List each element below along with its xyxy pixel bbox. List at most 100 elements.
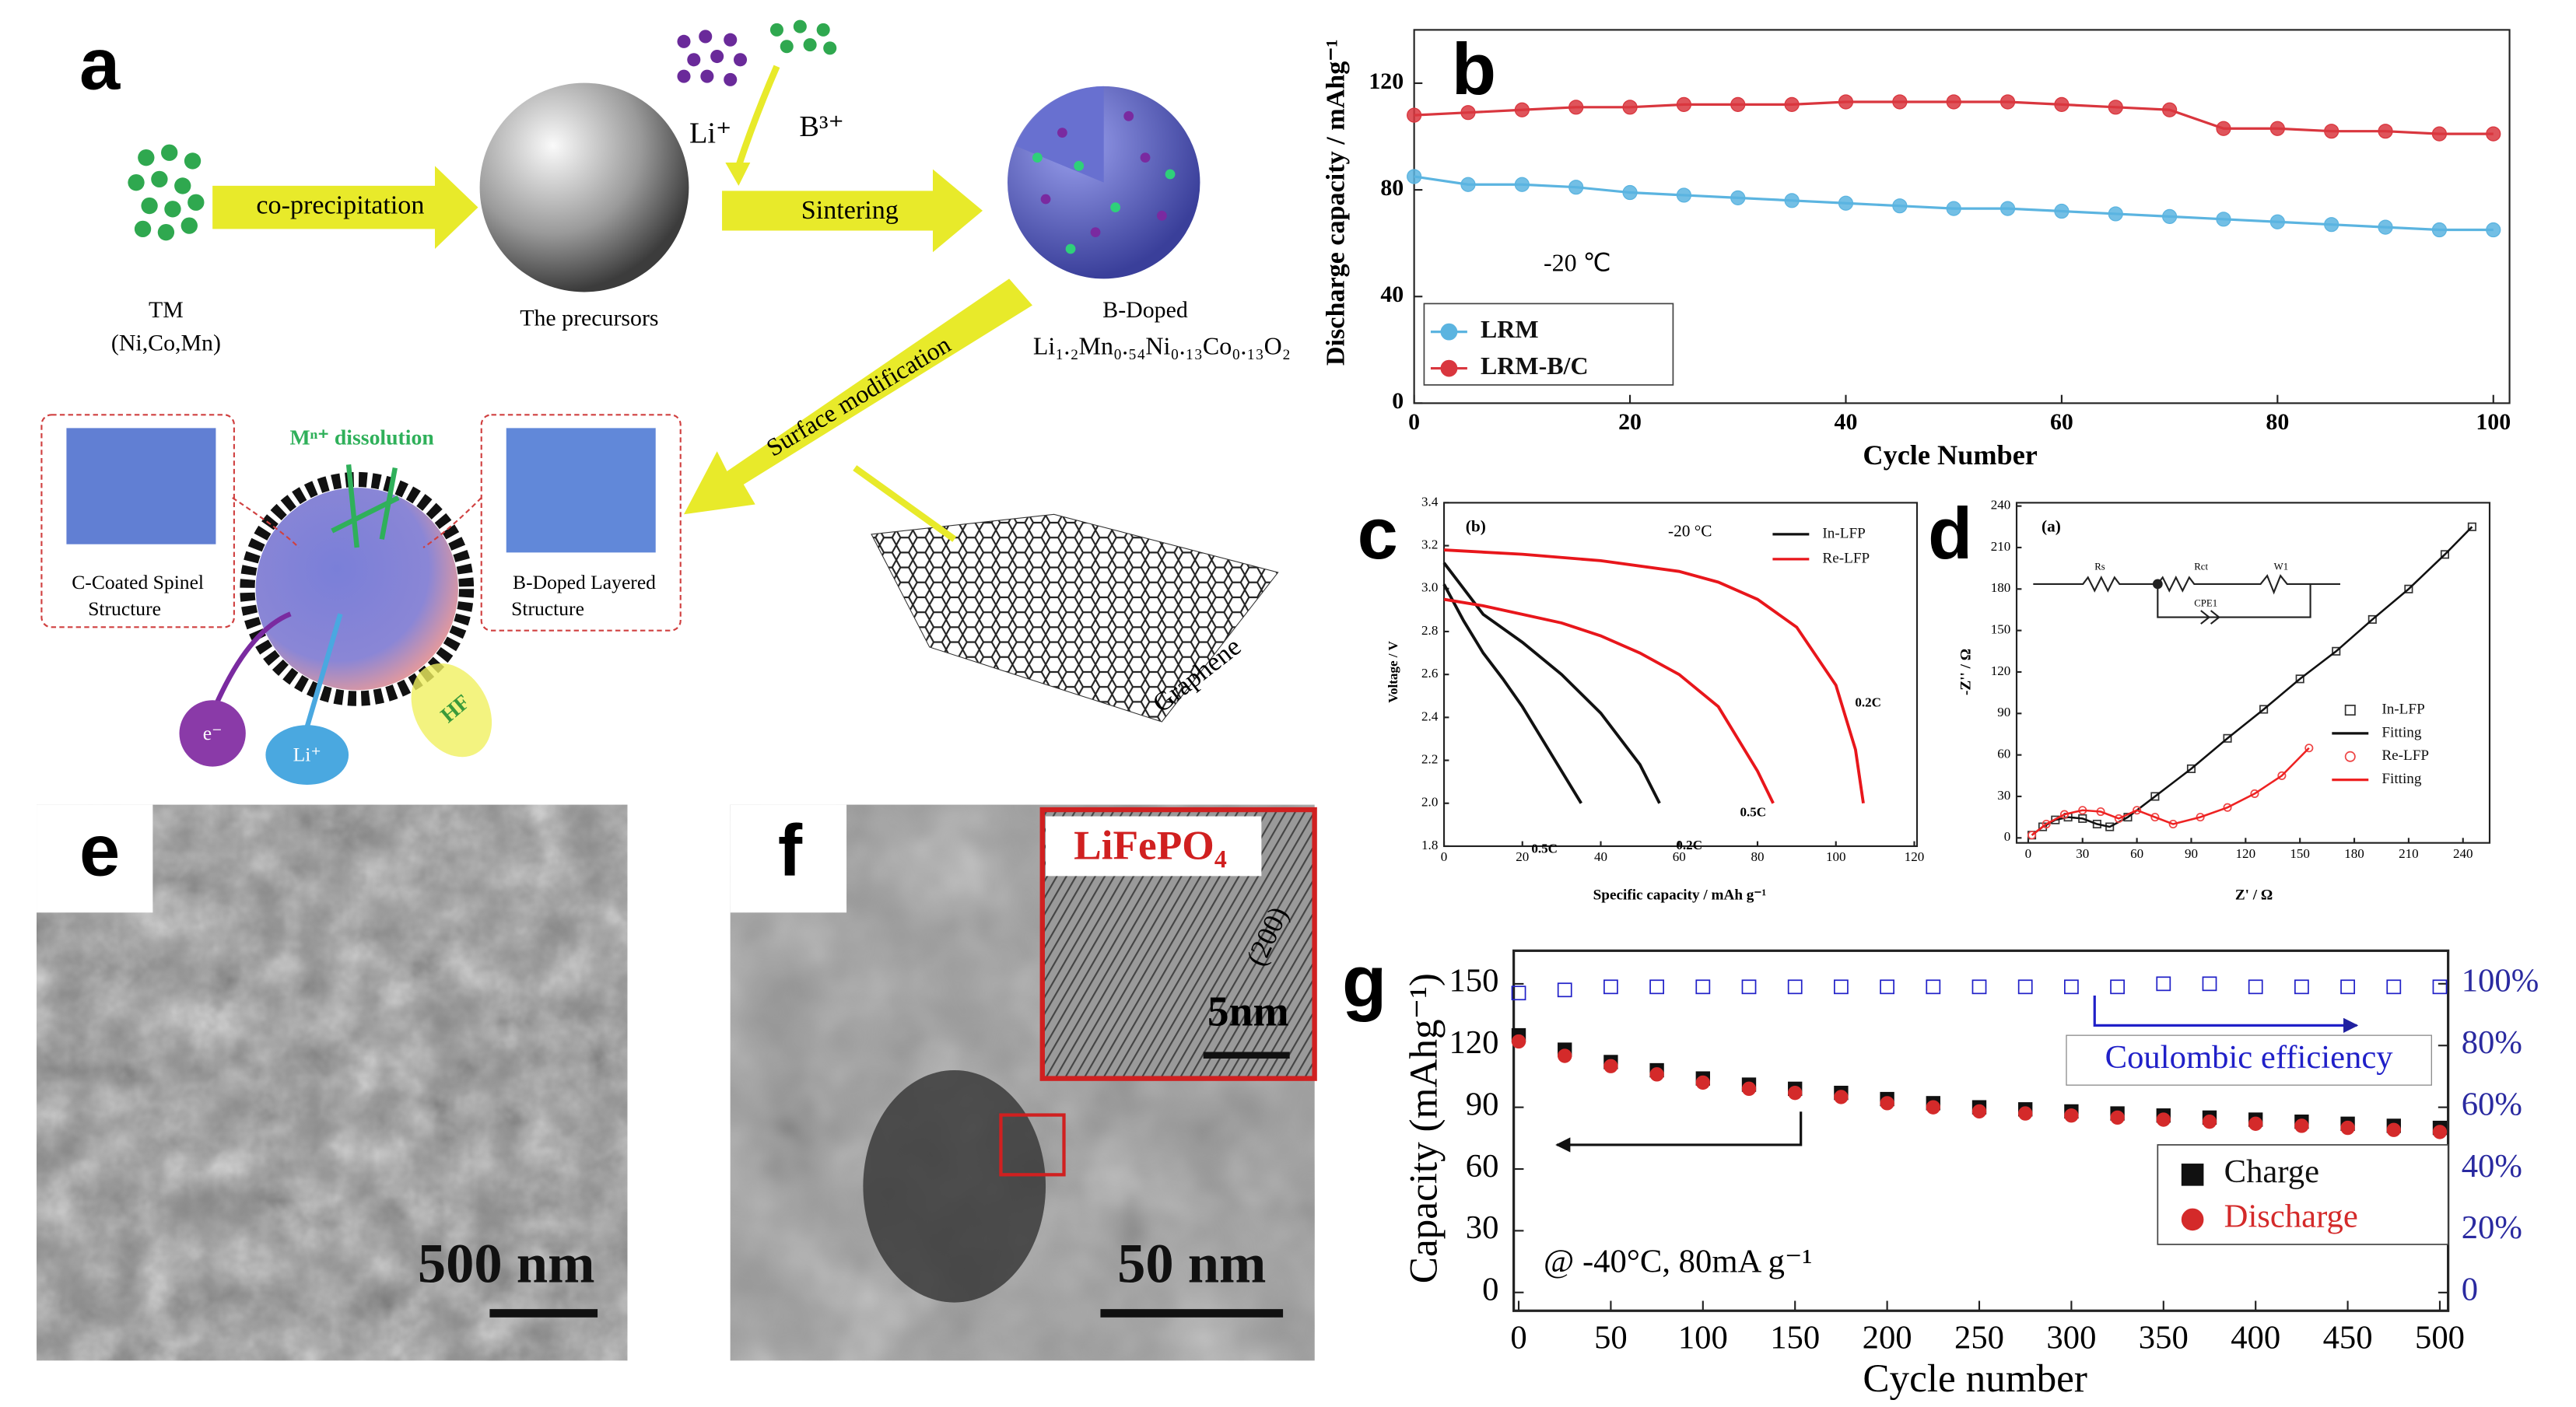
x-tick-label: 100: [1826, 849, 1846, 864]
chart: 0 50 100 150 200 250 300 350 400 450 500 0 30 60 90 120…: [1401, 949, 2539, 1401]
legend-marker: [1440, 359, 1458, 377]
label: Li⁺: [293, 744, 321, 766]
marker: [1460, 177, 1476, 192]
circuit-label: Rs: [2094, 562, 2105, 572]
y-tick-label: 0: [1482, 1272, 1498, 1308]
spinel-structure: [66, 428, 216, 544]
marker: [2304, 744, 2314, 753]
marker: [2108, 100, 2123, 115]
scale-bar: [1100, 1309, 1284, 1318]
y-tick-label: 30: [1466, 1209, 1499, 1246]
marker: [2223, 803, 2232, 812]
marker: [1892, 198, 1908, 214]
particle: [863, 1069, 1046, 1303]
x-tick-label: 60: [2130, 846, 2143, 861]
x-axis-label: Cycle number: [1863, 1356, 2087, 1401]
y-tick-label: 1.8: [1421, 838, 1438, 852]
marker: [1926, 979, 1941, 995]
marker: [2042, 819, 2051, 829]
marker: [2216, 212, 2231, 227]
tm-dots: [128, 144, 205, 241]
marker: [2324, 217, 2339, 233]
y-tick-label: 2.8: [1421, 623, 1438, 638]
label: TM: [149, 297, 184, 323]
y2-tick-label: 100%: [2462, 963, 2539, 999]
marker: [1622, 184, 1638, 201]
marker: [1892, 94, 1908, 110]
x-tick-label: 200: [1863, 1319, 1912, 1356]
label: Li₁.₂Mn₀.₅₄Ni₀.₁₃Co₀.₁₃O₂: [1033, 331, 1291, 359]
label: (Ni,Co,Mn): [111, 331, 221, 356]
y2-tick-label: 20%: [2462, 1209, 2522, 1246]
legend-marker: [2181, 1208, 2204, 1231]
arrow: [304, 613, 343, 728]
marker: [2431, 222, 2448, 238]
marker: [2114, 814, 2123, 823]
annotation: -20 ℃: [1544, 249, 1611, 277]
label: Surface modification: [762, 330, 955, 461]
ion-dots: [677, 19, 837, 86]
x-tick-label: 300: [2046, 1319, 2096, 1356]
carbon-shell: [240, 471, 475, 706]
panel-letters: a b c d e f g: [79, 23, 1972, 1022]
x-tick-label: 0: [1441, 849, 1448, 864]
marker: [2162, 102, 2178, 117]
curve-label: 0.5C: [1531, 841, 1558, 856]
curve-label: 0.2C: [1855, 695, 1881, 710]
marker: [2150, 792, 2160, 801]
panel-f: LiFePO₄ (200) 5nm 50 nm: [730, 804, 1317, 1361]
annotation: @ -40°C, 80mA g⁻¹: [1544, 1243, 1812, 1279]
x-tick-label: 500: [2415, 1319, 2465, 1356]
marker: [1880, 979, 1894, 995]
x-tick-label: 400: [2231, 1319, 2280, 1356]
marker: [1514, 177, 1530, 192]
marker: [1787, 979, 1803, 995]
marker: [1568, 100, 1584, 115]
marker: [2186, 764, 2196, 773]
x-tick-label: 100: [1678, 1319, 1728, 1356]
x-axis-label: Z' / Ω: [2235, 887, 2273, 903]
graphene-sheet: [871, 513, 1279, 723]
y-tick-label: 150: [1449, 963, 1498, 999]
marker: [2162, 208, 2178, 224]
chart: 0 20 40 60 80 100 120 1.8 2.0 2.2 2.4 2.6 2.8 3.0 3.2 3…: [1386, 494, 1924, 903]
label: co-precipitation: [256, 191, 424, 219]
marker: [2432, 1125, 2448, 1139]
label: C-Coated Spinel: [72, 571, 204, 593]
y-tick-label: 60: [1466, 1148, 1499, 1185]
x-tick-label: 20: [1516, 849, 1529, 864]
panel-letter: f: [778, 810, 803, 891]
marker: [1838, 94, 1854, 110]
marker: [1676, 96, 1692, 112]
y-tick-label: 0: [1392, 388, 1404, 414]
y-tick-label: 90: [1466, 1086, 1499, 1122]
legend-label: Re-LFP: [1822, 550, 1870, 566]
label: e⁻: [203, 722, 223, 744]
arrow-head: [725, 163, 751, 186]
layered-box: [480, 414, 682, 632]
marker: [2277, 771, 2287, 780]
marker: [2294, 979, 2309, 995]
marker: [1603, 979, 1618, 995]
x-tick-label: 240: [2453, 846, 2473, 861]
x-tick-label: 0: [2025, 846, 2032, 861]
marker: [2404, 584, 2413, 593]
plot-frame: [1512, 949, 2450, 1312]
panel-letter: b: [1452, 28, 1496, 110]
x-tick-label: 60: [2050, 409, 2073, 435]
marker: [2486, 222, 2501, 238]
marker: [1603, 1059, 1618, 1073]
panel-letter: e: [79, 810, 120, 891]
label: Li⁺: [689, 117, 731, 150]
y-tick-label: 2.2: [1421, 751, 1438, 766]
marker: [1971, 1104, 1987, 1119]
y-tick-label: 3.2: [1421, 537, 1438, 551]
marker: [1557, 982, 1572, 998]
series-annotation: Coulombic efficiency: [2105, 1039, 2394, 1076]
legend-marker: [2181, 1164, 2204, 1186]
y-tick-label: 3.0: [1421, 580, 1438, 595]
marker: [2269, 214, 2285, 229]
marker: [2110, 979, 2125, 995]
data-line: [1443, 548, 1865, 804]
